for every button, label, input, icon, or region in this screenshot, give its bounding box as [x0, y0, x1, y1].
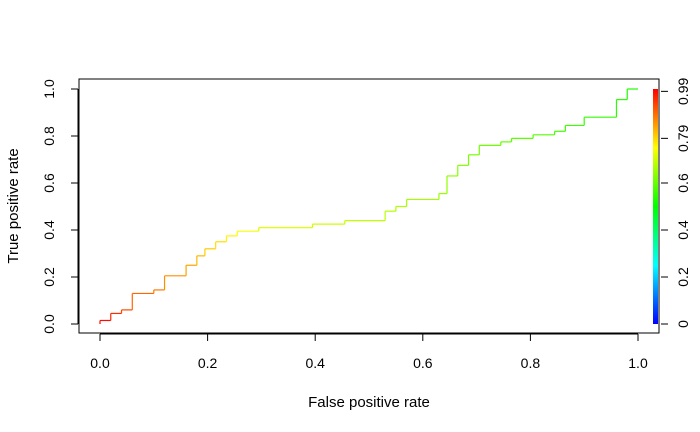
colorbar-tick-label: 0.6	[675, 173, 691, 193]
y-tick-label: 0.0	[41, 314, 57, 334]
y-tick-label: 1.0	[41, 79, 57, 99]
y-axis: 0.0 0.2 0.4 0.6 0.8 1.0	[41, 79, 79, 334]
colorbar-tick-label: 0.4	[675, 220, 691, 240]
x-tick-label: 1.0	[628, 355, 648, 371]
colorbar-tick-label: 0	[675, 320, 691, 328]
x-axis-label: False positive rate	[308, 394, 430, 411]
x-tick-label: 0.4	[305, 355, 325, 371]
colorbar-tick-label: 0.99	[675, 78, 691, 105]
x-tick-label: 0.6	[413, 355, 433, 371]
colorbar-strip	[653, 89, 658, 324]
y-tick-label: 0.4	[41, 220, 57, 240]
colorbar-tick-label: 0.79	[675, 125, 691, 152]
colorbar: 0 0.2 0.4 0.6 0.79 0.99	[653, 78, 691, 328]
x-tick-label: 0.2	[198, 355, 218, 371]
x-tick-label: 0.0	[90, 355, 110, 371]
y-tick-label: 0.8	[41, 126, 57, 146]
y-tick-label: 0.2	[41, 267, 57, 287]
plot-frame	[78, 78, 660, 334]
x-axis: 0.0 0.2 0.4 0.6 0.8 1.0	[90, 333, 648, 371]
colorbar-tick-label: 0.2	[675, 267, 691, 287]
y-axis-label: True positive rate	[5, 148, 22, 263]
x-tick-label: 0.8	[521, 355, 541, 371]
roc-curve	[99, 88, 638, 324]
y-tick-label: 0.6	[41, 173, 57, 193]
